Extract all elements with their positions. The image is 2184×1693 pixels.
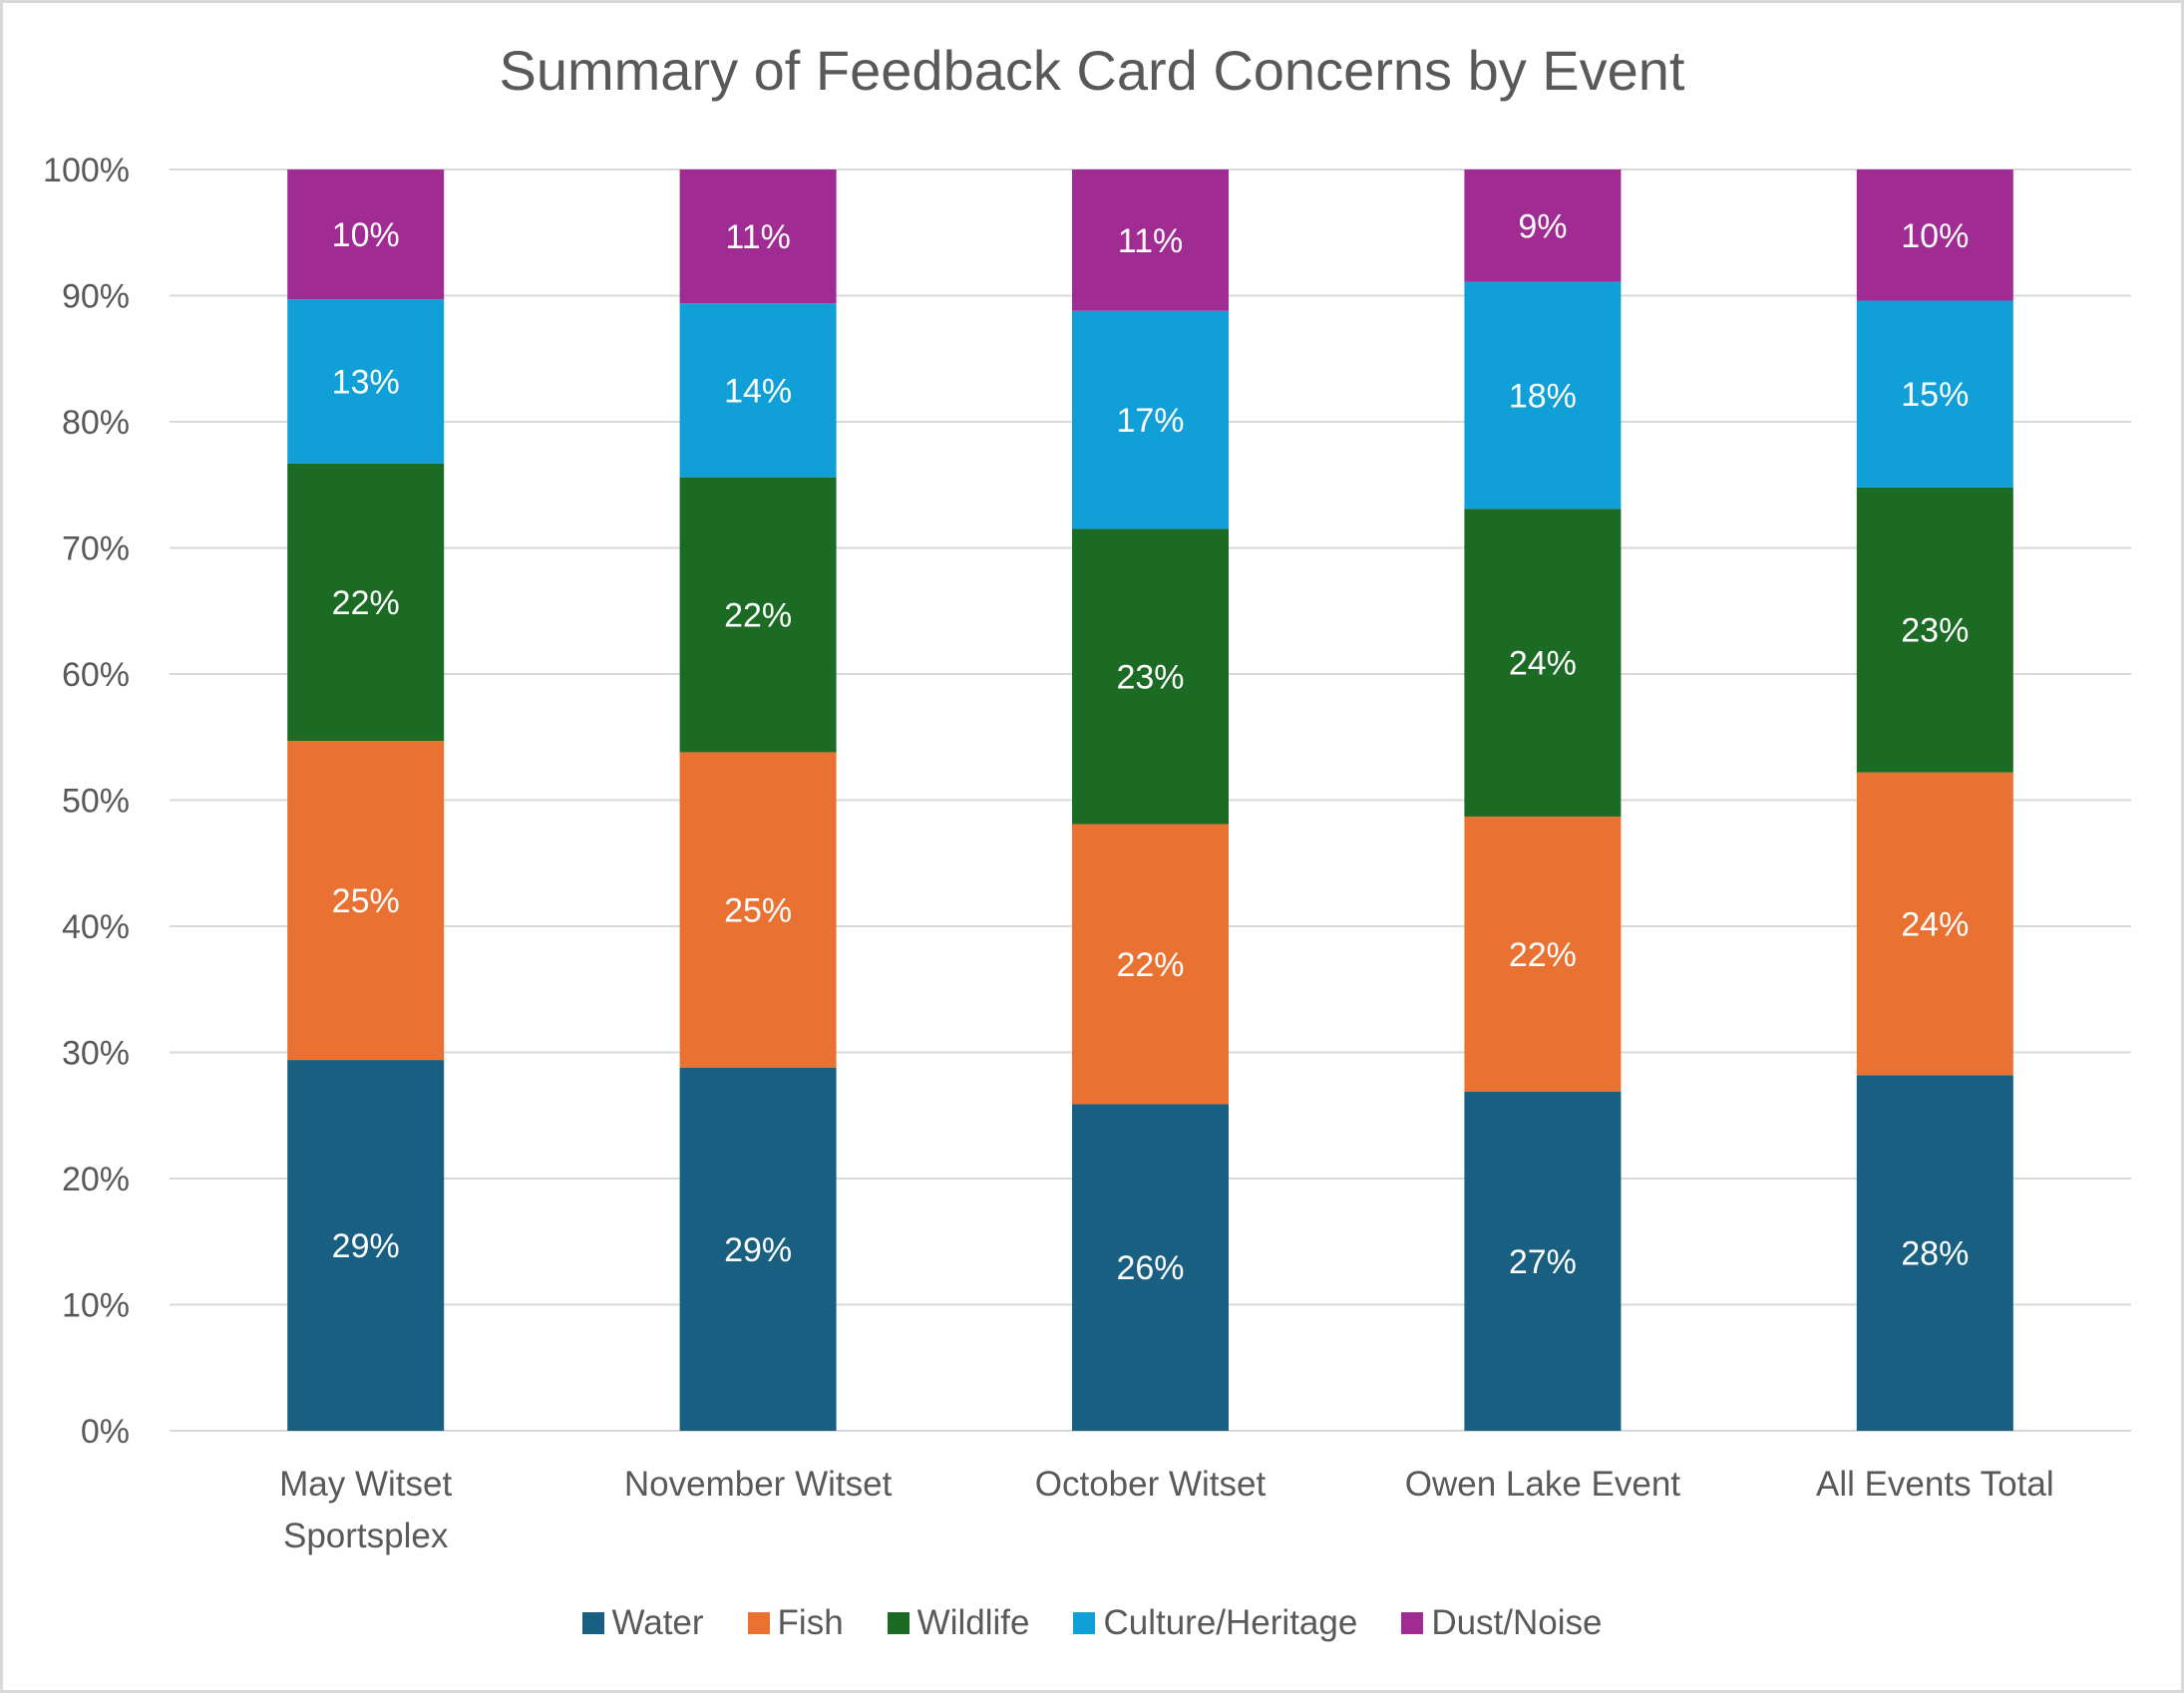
y-tick-label: 40% [62, 908, 130, 946]
data-label: 23% [1116, 659, 1184, 697]
x-category-label: All Events Total [1816, 1465, 2054, 1504]
data-label: 15% [1901, 376, 1969, 414]
data-label: 10% [332, 216, 400, 254]
data-label: 24% [1509, 645, 1577, 683]
bar-segment-culture-heritage [1072, 310, 1229, 529]
legend: Water Fish Wildlife Culture/Heritage Dust/No… [0, 1603, 2184, 1643]
data-label: 22% [724, 597, 792, 635]
y-tick-label: 10% [62, 1287, 130, 1325]
legend-item: Water [581, 1603, 704, 1643]
bars [287, 169, 2013, 1431]
data-label: 18% [1509, 377, 1577, 415]
legend-swatch [581, 1612, 604, 1634]
data-label: 23% [1901, 612, 1969, 650]
bar-segment-fish [287, 741, 445, 1061]
bar-segment-fish [679, 752, 837, 1068]
data-label: 22% [332, 584, 400, 622]
bar-segment-water [679, 1067, 837, 1431]
bar-segment-wildlife [1856, 487, 2013, 773]
legend-label: Water [611, 1603, 704, 1642]
y-tick-label: 0% [81, 1413, 130, 1451]
y-tick-label: 100% [43, 152, 130, 189]
y-tick-label: 80% [62, 404, 130, 442]
x-category-label: May Witset [279, 1465, 452, 1504]
data-label: 29% [332, 1227, 400, 1265]
bar-segment-dust-noise [1856, 169, 2013, 301]
data-label: 24% [1901, 905, 1969, 943]
legend-item: Dust/Noise [1401, 1603, 1602, 1643]
bar-segment-water [1072, 1104, 1229, 1431]
legend-label: Fish [777, 1603, 844, 1642]
bar-segment-culture-heritage [287, 299, 445, 464]
bar-segment-wildlife [679, 477, 837, 753]
data-label: 13% [332, 364, 400, 402]
legend-swatch [1401, 1612, 1424, 1634]
y-tick-label: 60% [62, 656, 130, 694]
y-tick-label: 50% [62, 783, 130, 821]
x-category-label: October Witset [1035, 1465, 1267, 1504]
y-axis-ticks: 0% 10% 20% 30% 40% 50% 60% 70% 80% 90% 100% [43, 152, 130, 1451]
x-category-label: Owen Lake Event [1405, 1465, 1681, 1504]
data-label: 25% [724, 892, 792, 930]
y-tick-label: 30% [62, 1035, 130, 1073]
bar-segment-dust-noise [1072, 169, 1229, 311]
y-tick-label: 90% [62, 278, 130, 316]
data-label: 14% [724, 372, 792, 410]
x-category-label: November Witset [624, 1465, 893, 1504]
data-label: 22% [1509, 936, 1577, 974]
legend-item: Wildlife [887, 1603, 1030, 1643]
legend-label: Wildlife [916, 1603, 1030, 1642]
bar-segment-fish [1464, 816, 1622, 1092]
bar-segment-fish [1072, 824, 1229, 1105]
bar-segment-culture-heritage [1856, 300, 2013, 488]
legend-swatch [1073, 1612, 1096, 1634]
data-label: 27% [1509, 1243, 1577, 1281]
bar-segment-wildlife [1464, 508, 1622, 817]
data-label: 11% [1118, 222, 1184, 260]
bar-segment-water [1856, 1075, 2013, 1431]
bar-segment-culture-heritage [1464, 281, 1622, 509]
bar-segment-water [1464, 1091, 1622, 1431]
bar-segment-wildlife [287, 463, 445, 742]
data-label: 9% [1518, 207, 1567, 245]
bar-segment-wildlife [1072, 528, 1229, 825]
legend-swatch [747, 1612, 770, 1634]
data-label: 11% [725, 218, 791, 256]
data-label: 25% [332, 882, 400, 920]
bar-segment-dust-noise [679, 169, 837, 304]
legend-item: Culture/Heritage [1073, 1603, 1357, 1643]
data-label: 29% [724, 1231, 792, 1269]
y-tick-label: 70% [62, 530, 130, 568]
x-axis-categories: May Witset Sportsplex November Witset Octob… [279, 1465, 2053, 1555]
data-labels: 29% 25% 22% 13% 10% 29% 25% 22% 14% 11% 26% 22% 23% 1… [332, 207, 1970, 1287]
bar-segment-dust-noise [287, 169, 445, 300]
legend-label: Culture/Heritage [1103, 1603, 1358, 1642]
bar-segment-culture-heritage [679, 303, 837, 478]
data-label: 10% [1901, 217, 1969, 255]
x-category-label: Sportsplex [283, 1517, 449, 1555]
data-label: 26% [1116, 1249, 1184, 1287]
data-label: 17% [1116, 402, 1184, 440]
legend-label: Dust/Noise [1431, 1603, 1603, 1642]
legend-item: Fish [747, 1603, 844, 1643]
chart-title: Summary of Feedback Card Concerns by Eve… [499, 39, 1685, 102]
bar-segment-fish [1856, 772, 2013, 1076]
bar-segment-dust-noise [1464, 169, 1622, 282]
data-label: 28% [1901, 1235, 1969, 1273]
data-label: 22% [1116, 946, 1184, 984]
y-tick-label: 20% [62, 1161, 130, 1198]
legend-swatch [887, 1612, 910, 1634]
bar-segment-water [287, 1060, 445, 1431]
